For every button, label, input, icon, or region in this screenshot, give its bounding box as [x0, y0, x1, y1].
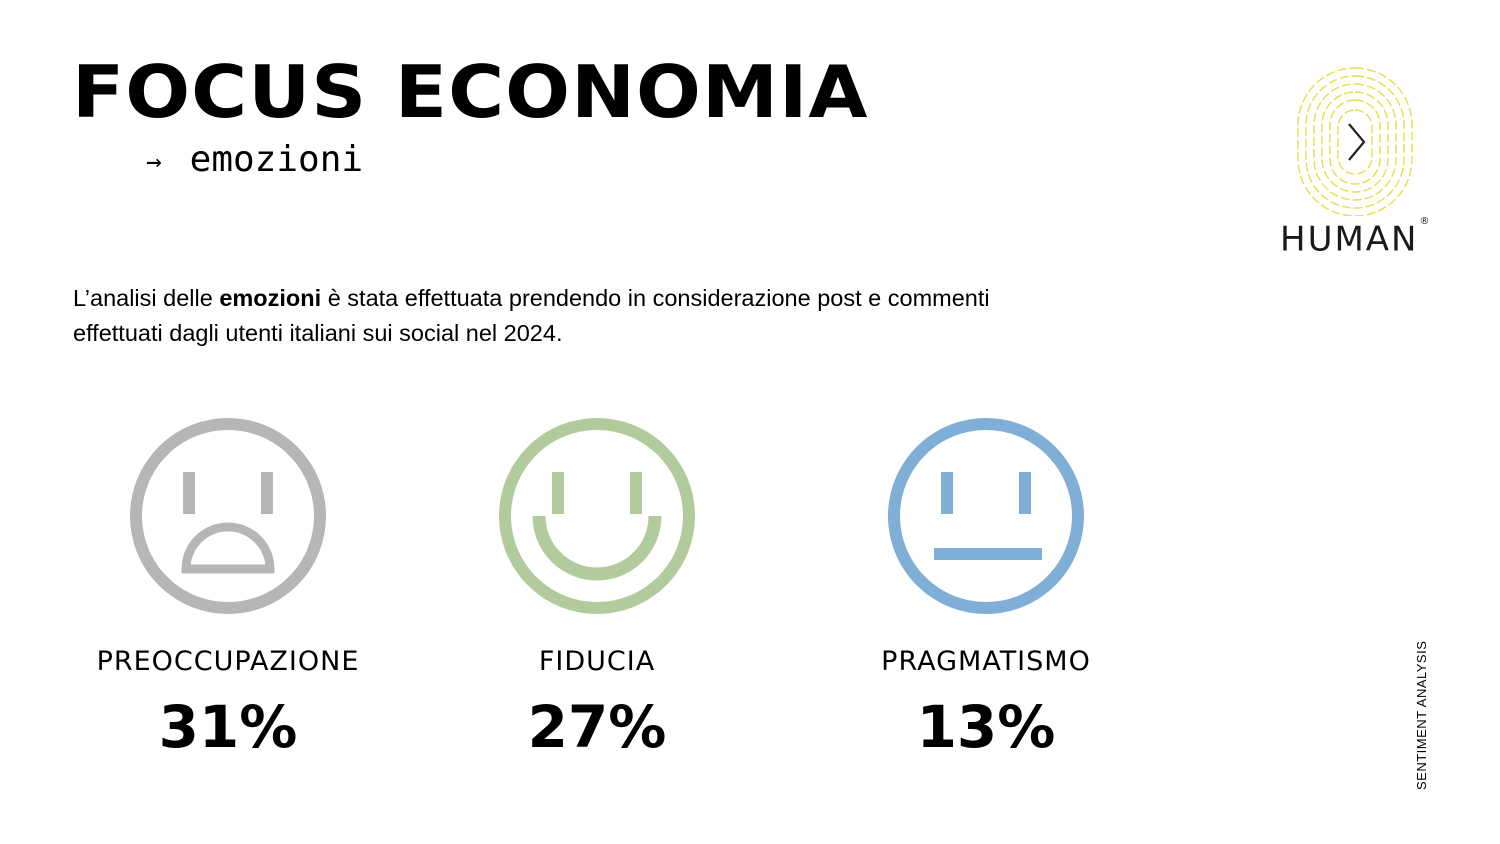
- happy-face-icon: [499, 418, 695, 614]
- human-logo: HUMAN®: [1276, 64, 1448, 264]
- emotion-card-pragmatismo: PRAGMATISMO 13%: [826, 416, 1146, 760]
- sad-face-icon: [130, 418, 326, 614]
- emotion-value: 27%: [527, 693, 667, 761]
- logo-word: HUMAN: [1280, 219, 1419, 260]
- intro-text-bold: emozioni: [219, 285, 322, 311]
- page-title: FOCUS ECONOMIA: [72, 50, 869, 134]
- emotion-label: PRAGMATISMO: [881, 646, 1091, 677]
- side-label: SENTIMENT ANALYSIS: [1414, 640, 1429, 790]
- emotion-value: 13%: [916, 693, 1056, 761]
- logo-wordmark: HUMAN®: [1276, 216, 1452, 259]
- page-subtitle: → emozioni: [146, 138, 363, 182]
- neutral-face-icon: [888, 418, 1084, 614]
- registered-mark: ®: [1419, 216, 1432, 227]
- emotion-value: 31%: [158, 693, 298, 761]
- arrow-right-icon: →: [146, 147, 162, 177]
- fingerprint-icon: [1297, 67, 1413, 217]
- intro-text-before: L’analisi delle: [73, 285, 220, 311]
- intro-paragraph: L’analisi delle emozioni è stata effettu…: [73, 281, 1033, 351]
- subtitle-text: emozioni: [189, 139, 364, 180]
- emotion-label: FIDUCIA: [538, 646, 656, 677]
- intro-text-after: è stata effettuata prendendo in consider…: [73, 285, 990, 346]
- emotion-card-preoccupazione: PREOCCUPAZIONE 31%: [68, 416, 388, 760]
- emotion-label: PREOCCUPAZIONE: [96, 646, 360, 677]
- emotion-card-fiducia: FIDUCIA 27%: [437, 416, 757, 760]
